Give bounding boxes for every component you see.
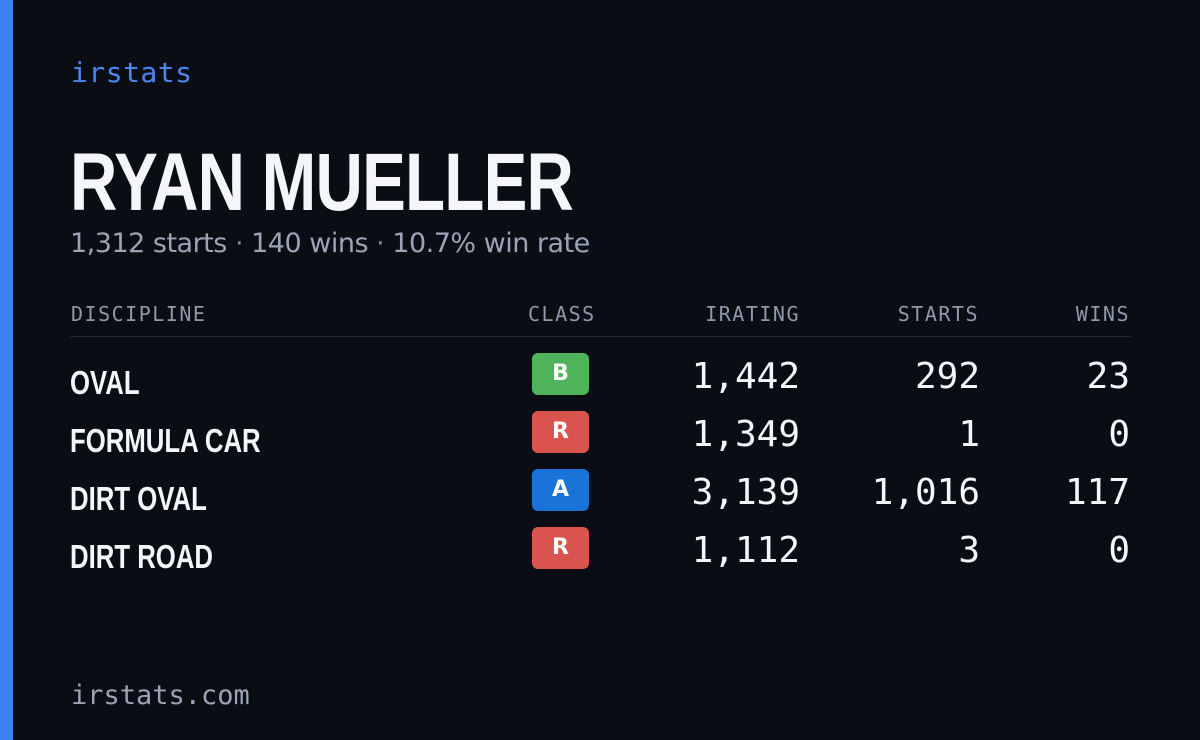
starts-value: 1 [958, 414, 980, 455]
wins-value: 23 [1086, 356, 1130, 397]
discipline-name: DIRT ROAD [70, 538, 213, 575]
header-wins: WINS [1075, 302, 1130, 326]
irating-value: 1,349 [691, 414, 800, 455]
class-badge: R [532, 527, 589, 569]
discipline-name: OVAL [70, 364, 140, 401]
starts-summary: 1,312 starts [70, 228, 227, 259]
brand-logo[interactable]: irstats [71, 56, 193, 89]
table-row: OVAL B 1,442 292 23 [70, 353, 1131, 411]
accent-bar [0, 0, 13, 740]
header-class: CLASS [528, 302, 596, 326]
discipline-table: DISCIPLINE CLASS IRATING STARTS WINS OVA… [70, 296, 1131, 585]
starts-value: 3 [958, 530, 980, 571]
wins-value: 0 [1108, 414, 1130, 455]
wins-value: 0 [1108, 530, 1130, 571]
wins-summary: 140 wins [251, 228, 369, 259]
player-name: RYAN MUELLER [70, 137, 574, 228]
header-discipline: DISCIPLINE [71, 302, 207, 326]
wins-value: 117 [1064, 472, 1130, 513]
irating-value: 3,139 [691, 472, 800, 513]
starts-value: 292 [914, 356, 980, 397]
irating-value: 1,442 [691, 356, 800, 397]
class-badge: R [532, 411, 589, 453]
starts-value: 1,016 [871, 472, 980, 513]
class-badge: B [532, 353, 589, 395]
table-body: OVAL B 1,442 292 23 FORMULA CAR R 1,349 … [70, 353, 1131, 585]
table-row: FORMULA CAR R 1,349 1 0 [70, 411, 1131, 469]
irating-value: 1,112 [691, 530, 800, 571]
table-header: DISCIPLINE CLASS IRATING STARTS WINS [70, 296, 1131, 337]
player-summary: 1,312 starts · 140 wins · 10.7% win rate [70, 228, 590, 259]
table-row: DIRT OVAL A 3,139 1,016 117 [70, 469, 1131, 527]
summary-separator: · [234, 228, 244, 259]
discipline-name: FORMULA CAR [70, 422, 261, 459]
table-row: DIRT ROAD R 1,112 3 0 [70, 527, 1131, 585]
win-rate-summary: 10.7% win rate [392, 228, 590, 259]
discipline-name: DIRT OVAL [70, 480, 207, 517]
class-badge: A [532, 469, 589, 511]
header-irating: IRATING [705, 302, 800, 326]
footer-url[interactable]: irstats.com [71, 680, 250, 711]
header-starts: STARTS [897, 302, 979, 326]
summary-separator: · [376, 228, 385, 259]
